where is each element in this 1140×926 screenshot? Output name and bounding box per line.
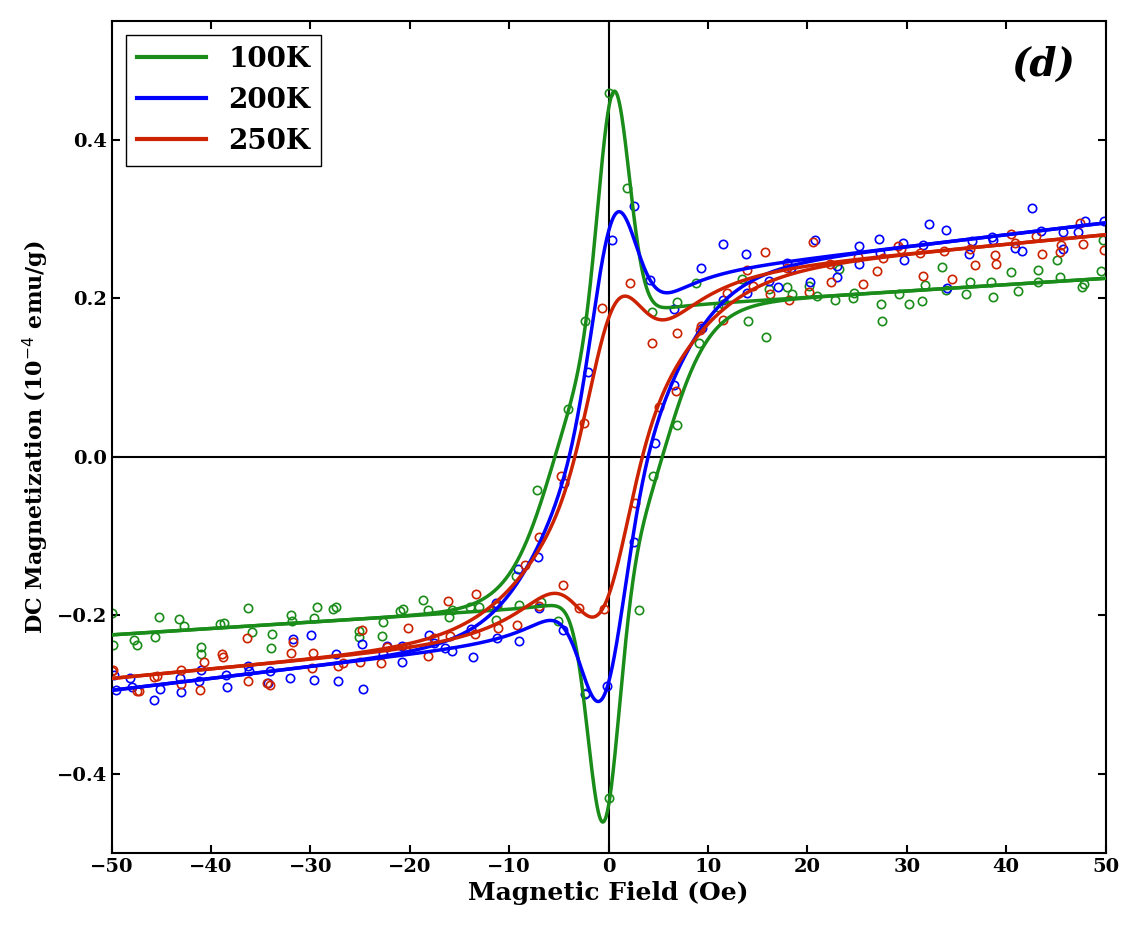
X-axis label: Magnetic Field (Oe): Magnetic Field (Oe)	[469, 882, 749, 906]
Y-axis label: DC Magnetization (10$^{-4}$ emu/g): DC Magnetization (10$^{-4}$ emu/g)	[21, 240, 51, 633]
Text: (d): (d)	[1012, 45, 1076, 83]
Legend: 100K, 200K, 250K: 100K, 200K, 250K	[125, 34, 321, 166]
